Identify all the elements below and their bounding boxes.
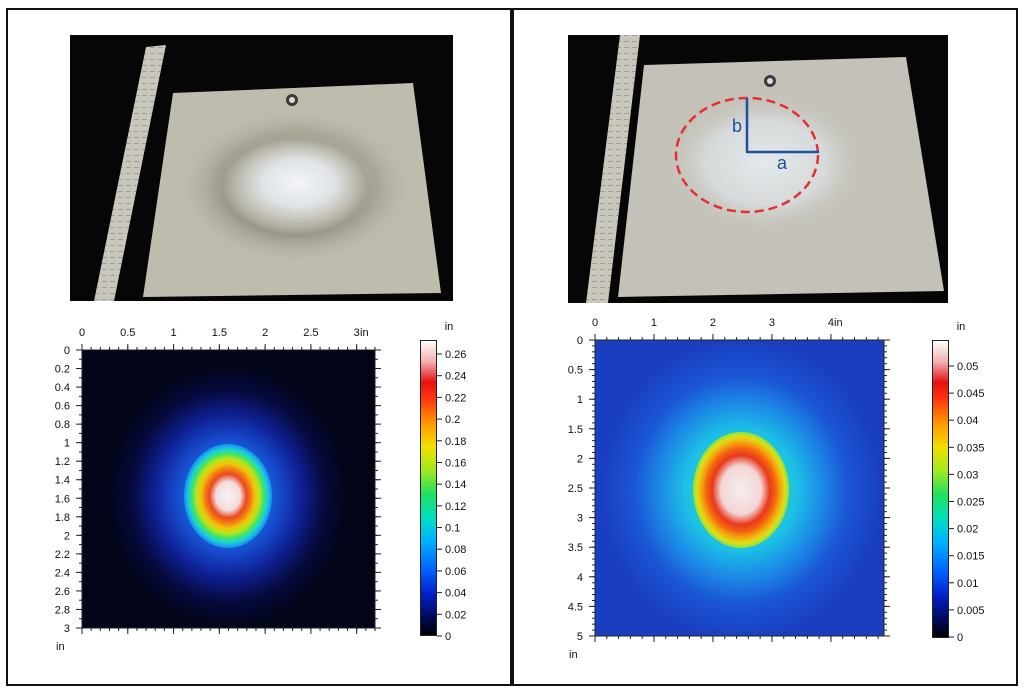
right-y-tick-label: 4.5 — [568, 601, 583, 613]
left-y-tick-label: 0.2 — [55, 364, 70, 376]
right-colorbar-tick-label: 0.03 — [957, 469, 978, 481]
right-y-tick-label: 3.5 — [568, 542, 583, 554]
left-colorbar-tick-label: 0.12 — [445, 501, 466, 513]
left-y-tick-label: 2.4 — [55, 567, 70, 579]
right-colorbar-tick-label: 0.05 — [957, 361, 978, 373]
right-y-tick-label: 0.5 — [568, 365, 583, 377]
right-x-tick-label: 2 — [710, 317, 716, 329]
right-y-tick-label: 2 — [577, 453, 583, 465]
left-x-tick-label: 2 — [262, 327, 268, 339]
right-x-unit: in — [834, 317, 843, 329]
right-y-tick-label: 1 — [577, 394, 583, 406]
left-colorbar-tick-label: 0.18 — [445, 436, 466, 448]
right-colorbar-tick-label: 0 — [957, 632, 963, 644]
right-y-tick-label: 4 — [577, 572, 583, 584]
left-y-tick-label: 2.8 — [55, 604, 70, 616]
right-colorbar-tick-label: 0.04 — [957, 415, 978, 427]
right-colorbar-unit: in — [957, 321, 966, 333]
left-y-tick-label: 1.2 — [55, 456, 70, 468]
right-colorbar-tick-label: 0.01 — [957, 578, 978, 590]
right-plate-photo: b a — [568, 35, 948, 303]
right-x-tick-label: 0 — [592, 317, 598, 329]
right-y-unit: in — [569, 649, 578, 661]
right-colorbar-tick-label: 0.025 — [957, 497, 985, 509]
right-y-tick-label: 3 — [577, 513, 583, 525]
right-y-tick-label: 2.5 — [568, 483, 583, 495]
label-a: a — [777, 153, 788, 173]
left-x-tick-label: 0.5 — [120, 327, 135, 339]
right-x-tick-label: 1 — [651, 317, 657, 329]
left-y-tick-label: 1.4 — [55, 475, 70, 487]
left-y-tick-label: 0 — [64, 345, 70, 357]
right-colorbar-tick-label: 0.045 — [957, 388, 985, 400]
right-x-tick-label: 3 — [769, 317, 775, 329]
left-y-unit: in — [56, 641, 65, 653]
left-y-tick-label: 1.8 — [55, 512, 70, 524]
right-y-tick-label: 1.5 — [568, 424, 583, 436]
left-colorbar — [420, 340, 437, 636]
left-x-unit: in — [360, 327, 369, 339]
right-y-tick-label: 0 — [577, 335, 583, 347]
right-heatmap — [595, 340, 884, 636]
left-y-tick-label: 0.8 — [55, 419, 70, 431]
left-y-tick-label: 0.4 — [55, 382, 70, 394]
left-x-tick-label: 0 — [79, 327, 85, 339]
left-x-tick-label: 1 — [171, 327, 177, 339]
left-colorbar-tick-label: 0.02 — [445, 609, 466, 621]
left-colorbar-tick-label: 0.1 — [445, 523, 460, 535]
left-x-tick-label: 1.5 — [212, 327, 227, 339]
left-colorbar-tick-label: 0.04 — [445, 588, 466, 600]
left-plate-photo — [70, 35, 453, 301]
left-y-tick-label: 0.6 — [55, 401, 70, 413]
left-y-tick-label: 2 — [64, 530, 70, 542]
left-heatmap — [82, 350, 375, 628]
left-y-tick-label: 1 — [64, 438, 70, 450]
left-colorbar-tick-label: 0.14 — [445, 479, 466, 491]
left-plot-frame — [81, 349, 376, 629]
right-colorbar-tick-label: 0.005 — [957, 605, 985, 617]
left-y-tick-label: 2.6 — [55, 586, 70, 598]
left-y-tick-label: 1.6 — [55, 493, 70, 505]
right-plot-frame — [594, 339, 885, 637]
right-colorbar-tick-label: 0.02 — [957, 524, 978, 536]
right-colorbar — [932, 340, 949, 638]
ruler — [586, 35, 640, 303]
left-colorbar-tick-label: 0.22 — [445, 392, 466, 404]
left-x-tick-label: 2.5 — [303, 327, 318, 339]
right-colorbar-tick-label: 0.035 — [957, 442, 985, 454]
left-y-tick-label: 3 — [64, 623, 70, 635]
right-colorbar-tick-label: 0.015 — [957, 551, 985, 563]
left-colorbar-tick-label: 0.26 — [445, 349, 466, 361]
left-colorbar-tick-label: 0.08 — [445, 544, 466, 556]
left-x-tick-label: 3 — [354, 327, 360, 339]
left-y-tick-label: 2.2 — [55, 549, 70, 561]
left-colorbar-tick-label: 0.2 — [445, 414, 460, 426]
left-colorbar-tick-label: 0.24 — [445, 371, 466, 383]
right-y-tick-label: 5 — [577, 631, 583, 643]
left-colorbar-tick-label: 0.16 — [445, 457, 466, 469]
ruler — [94, 45, 166, 301]
label-b: b — [732, 116, 742, 136]
left-colorbar-unit: in — [445, 321, 454, 333]
right-x-tick-label: 4 — [828, 317, 834, 329]
left-colorbar-tick-label: 0 — [445, 631, 451, 643]
left-colorbar-tick-label: 0.06 — [445, 566, 466, 578]
